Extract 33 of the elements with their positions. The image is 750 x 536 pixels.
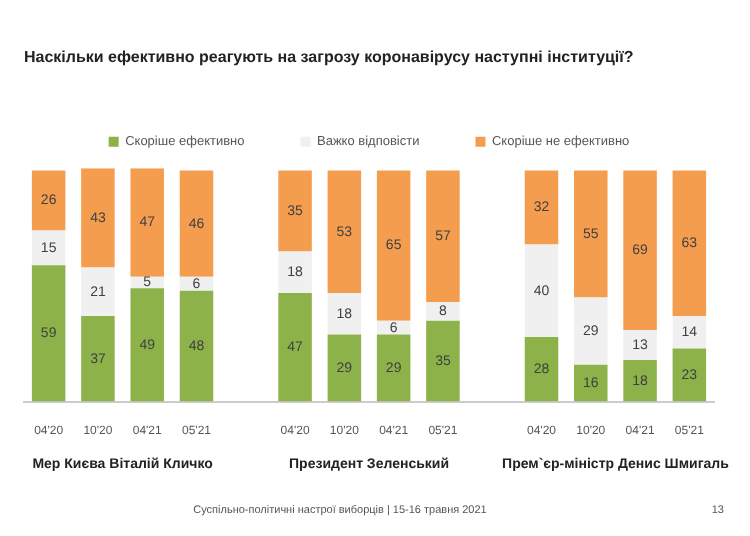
bar [31,265,66,402]
bar [278,292,312,402]
bar [524,336,559,402]
bar [623,360,657,402]
bar [524,244,559,337]
bar [327,334,362,402]
bar [574,297,608,365]
bar [31,170,66,231]
bar [426,302,460,321]
bar [81,267,115,317]
bar [623,170,657,330]
bar [426,170,460,303]
bar [672,316,707,349]
bar [376,334,411,402]
bar [426,320,460,402]
bar [278,251,312,293]
bar [672,348,707,402]
bar [130,288,164,402]
bar [672,170,707,317]
bar [81,168,115,268]
bar [574,170,608,298]
bar [524,170,559,245]
bar [327,292,362,335]
bar [81,316,115,402]
chart-title: Наскільки ефективно реагують на загрозу коронавірусу наступні інституції? [24,48,634,67]
bar [376,170,411,321]
bar [574,364,608,402]
bar [623,329,657,360]
bar [327,170,362,293]
bar [278,170,312,252]
bar [179,290,214,402]
bar [130,168,164,277]
bar [179,170,214,277]
